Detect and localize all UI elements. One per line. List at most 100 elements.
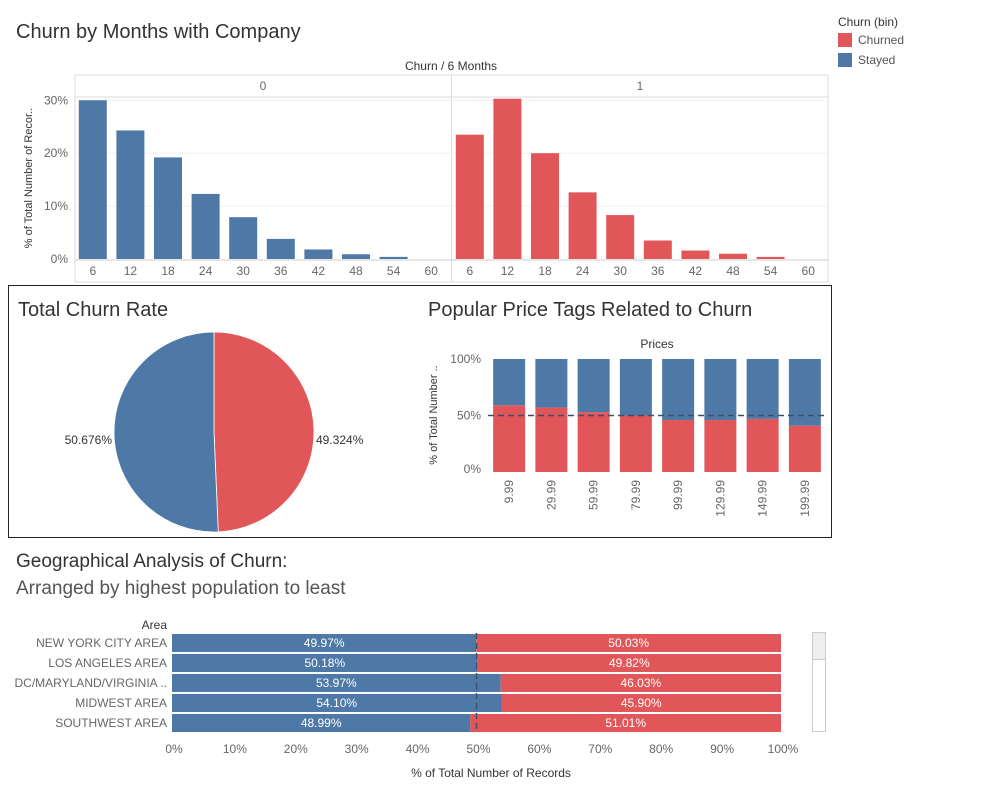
months-chart-title: Churn by Months with Company <box>16 21 301 43</box>
months-x-tick: 24 <box>576 264 590 278</box>
geo-bar-stayed <box>172 694 502 712</box>
price-x-tick: 59.99 <box>587 480 601 510</box>
geo-label-stayed: 49.97% <box>304 636 345 650</box>
months-x-tick: 6 <box>466 264 473 278</box>
price-bar-stayed-59.99 <box>577 359 610 413</box>
months-x-tick: 36 <box>651 264 665 278</box>
geo-x-axis-label: % of Total Number of Records <box>411 766 571 780</box>
geo-horizontal-bar-chart: Area NEW YORK CITY AREA 49.97% 50.03% LOS AN… <box>15 618 799 780</box>
legend-item-churned[interactable]: Churned <box>838 33 904 47</box>
price-bar-churned-29.99 <box>535 407 568 472</box>
geo-bar-stayed <box>172 654 478 672</box>
months-bar-0-30 <box>229 217 258 259</box>
months-y-tick: 30% <box>44 93 68 107</box>
months-x-tick: 54 <box>764 264 778 278</box>
geo-label-stayed: 48.99% <box>301 716 342 730</box>
churn-rate-pie-chart: 49.324% 50.676% <box>65 331 364 533</box>
geo-label-stayed: 54.10% <box>316 696 357 710</box>
geo-label-churned: 46.03% <box>620 676 661 690</box>
geo-bar-stayed <box>172 674 501 692</box>
geo-label-churned: 49.82% <box>609 656 650 670</box>
months-x-tick: 54 <box>387 264 401 278</box>
months-column-header: Churn / 6 Months <box>405 59 497 73</box>
geo-label-churned: 50.03% <box>608 636 649 650</box>
price-bar-stayed-99.99 <box>662 359 695 421</box>
price-x-tick: 99.99 <box>671 480 685 510</box>
price-x-tick: 79.99 <box>629 480 643 510</box>
geo-label-churned: 51.01% <box>605 716 646 730</box>
price-x-tick: 149.99 <box>756 480 770 517</box>
geo-bar-churned <box>500 674 781 692</box>
months-x-tick: 60 <box>425 264 439 278</box>
price-x-tick: 129.99 <box>713 480 727 517</box>
geo-x-tick: 20% <box>284 742 308 756</box>
geo-bar-stayed <box>172 634 477 652</box>
geo-chart-title: Geographical Analysis of Churn: <box>16 551 288 572</box>
geo-bar-churned <box>477 654 781 672</box>
geo-x-tick: 80% <box>649 742 673 756</box>
geo-scrollbar-thumb[interactable] <box>813 633 825 660</box>
geo-x-tick: 10% <box>223 742 247 756</box>
geo-row-label: MIDWEST AREA <box>75 696 167 710</box>
price-y-tick: 0% <box>464 462 482 476</box>
geo-label-stayed: 53.97% <box>316 676 357 690</box>
months-bar-0-18 <box>154 157 182 259</box>
geo-x-tick: 90% <box>710 742 734 756</box>
geo-x-tick: 40% <box>406 742 430 756</box>
geo-scrollbar[interactable] <box>812 632 826 732</box>
geo-row-label: DC/MARYLAND/VIRGINIA .. <box>15 676 167 690</box>
months-panel-header-1: 1 <box>637 79 644 93</box>
months-bar-0-54 <box>379 256 408 259</box>
price-bar-churned-99.99 <box>662 420 695 472</box>
months-y-tick: 20% <box>44 146 68 160</box>
pie-label-stayed: 50.676% <box>65 433 113 447</box>
months-x-tick: 48 <box>349 264 363 278</box>
months-x-tick: 42 <box>312 264 326 278</box>
geo-x-tick: 30% <box>345 742 369 756</box>
months-x-tick: 36 <box>274 264 288 278</box>
price-bar-churned-129.99 <box>704 420 737 472</box>
months-x-tick: 12 <box>501 264 515 278</box>
months-x-tick: 30 <box>614 264 628 278</box>
months-bar-1-18 <box>531 153 559 259</box>
price-y-tick: 100% <box>450 352 481 366</box>
price-bar-stayed-29.99 <box>535 359 568 408</box>
months-bar-0-48 <box>342 254 370 259</box>
months-bar-0-6 <box>78 100 107 260</box>
months-bar-1-42 <box>681 250 710 259</box>
price-bar-churned-149.99 <box>746 418 779 472</box>
months-bar-1-48 <box>719 253 747 259</box>
price-bar-churned-9.99 <box>493 405 526 472</box>
price-chart-title: Popular Price Tags Related to Churn <box>428 299 753 321</box>
months-y-tick: 0% <box>51 252 69 266</box>
pie-slice-churned <box>213 331 315 533</box>
geo-row-label: SOUTHWEST AREA <box>55 716 167 730</box>
pie-slice-stayed <box>113 331 219 533</box>
price-bar-stayed-9.99 <box>493 359 526 406</box>
months-x-tick: 24 <box>199 264 213 278</box>
geo-row-label: LOS ANGELES AREA <box>48 656 167 670</box>
geo-bar-churned <box>476 634 781 652</box>
months-bar-chart: Churn / 6 Months % of Total Number of Rec… <box>23 59 829 283</box>
geo-x-tick: 50% <box>466 742 490 756</box>
geo-x-tick: 70% <box>588 742 612 756</box>
price-y-tick: 50% <box>457 409 481 423</box>
months-x-tick: 48 <box>726 264 740 278</box>
months-x-tick: 60 <box>802 264 816 278</box>
months-bar-0-42 <box>304 249 333 259</box>
price-x-tick: 9.99 <box>502 480 516 504</box>
price-stacked-bar-chart: Prices % of Total Number .. 0% 50% 100% 9.99 2… <box>428 337 826 517</box>
price-bar-churned-79.99 <box>619 415 652 472</box>
price-column-header: Prices <box>640 337 673 351</box>
price-bar-stayed-149.99 <box>746 359 779 419</box>
geo-bar-churned <box>470 714 781 732</box>
legend-swatch-stayed <box>838 53 852 67</box>
months-y-tick: 10% <box>44 199 68 213</box>
legend-label-churned: Churned <box>858 33 905 47</box>
geo-chart-subtitle: Arranged by highest population to least <box>16 578 346 599</box>
geo-bar-churned <box>501 694 781 712</box>
months-y-axis-label: % of Total Number of Recor.. <box>23 108 35 248</box>
months-x-tick: 30 <box>237 264 251 278</box>
legend-item-stayed[interactable]: Stayed <box>838 53 895 67</box>
geo-row-header: Area <box>142 618 168 632</box>
